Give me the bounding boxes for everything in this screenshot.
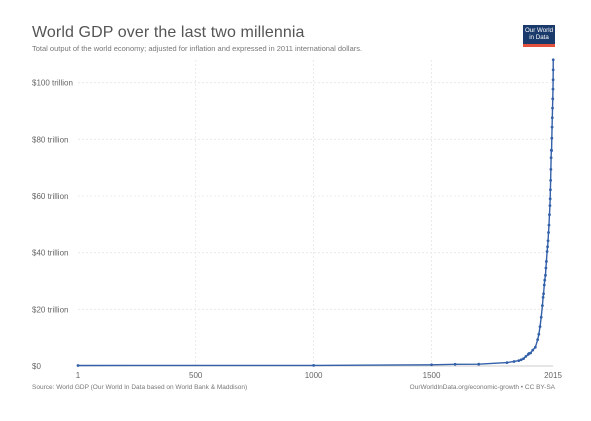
- data-point[interactable]: [505, 361, 509, 364]
- data-point[interactable]: [551, 78, 555, 82]
- data-point[interactable]: [531, 348, 535, 352]
- data-point[interactable]: [522, 357, 525, 361]
- data-point[interactable]: [545, 250, 549, 253]
- data-point[interactable]: [551, 87, 555, 91]
- data-points: [76, 58, 555, 367]
- data-point[interactable]: [76, 364, 80, 367]
- data-point[interactable]: [529, 351, 532, 355]
- x-tick-label: 1500: [423, 371, 441, 380]
- grid-lines: [78, 60, 553, 367]
- y-tick-label: $20 trillion: [32, 305, 68, 314]
- chart-subtitle: Total output of the world economy; adjus…: [32, 44, 363, 53]
- logo-line-2: in Data: [529, 34, 549, 41]
- data-point[interactable]: [544, 273, 547, 277]
- data-point[interactable]: [547, 231, 550, 234]
- source-note: Source: World GDP (Our World In Data bas…: [32, 384, 248, 391]
- data-point[interactable]: [549, 156, 553, 160]
- y-tick-label: $100 trillion: [32, 79, 73, 88]
- axis-labels: $0 $20 trillion $40 trillion $60 trillion $8…: [32, 79, 562, 380]
- gdp-series-line[interactable]: [77, 59, 554, 367]
- data-point[interactable]: [537, 332, 541, 336]
- data-point[interactable]: [538, 325, 542, 329]
- data-point[interactable]: [545, 260, 548, 263]
- data-point[interactable]: [548, 213, 551, 217]
- data-point[interactable]: [544, 266, 548, 270]
- data-point[interactable]: [517, 359, 521, 363]
- data-point[interactable]: [542, 283, 546, 287]
- y-tick-label: $0: [32, 362, 41, 371]
- data-point[interactable]: [540, 304, 544, 308]
- data-point[interactable]: [519, 358, 523, 362]
- y-tick-label: $60 trillion: [32, 192, 68, 201]
- data-point[interactable]: [533, 345, 537, 349]
- data-point[interactable]: [549, 188, 552, 192]
- x-tick-label: 2015: [544, 371, 562, 380]
- data-point[interactable]: [546, 245, 549, 249]
- data-point[interactable]: [477, 362, 481, 366]
- x-tick-label: 500: [189, 371, 203, 380]
- data-point[interactable]: [453, 362, 457, 366]
- data-point[interactable]: [546, 239, 550, 243]
- data-point[interactable]: [430, 363, 433, 367]
- data-point[interactable]: [524, 354, 528, 358]
- series-line: [77, 59, 554, 367]
- data-point[interactable]: [551, 97, 555, 101]
- data-point[interactable]: [550, 149, 553, 153]
- data-point[interactable]: [549, 167, 553, 171]
- data-point[interactable]: [551, 58, 555, 62]
- data-point[interactable]: [547, 223, 551, 227]
- chart-title: World GDP over the last two millennia: [32, 24, 305, 41]
- x-tick-label: 1: [76, 371, 81, 380]
- data-point[interactable]: [548, 204, 552, 208]
- data-point[interactable]: [312, 364, 316, 367]
- data-point[interactable]: [550, 116, 554, 120]
- data-point[interactable]: [551, 106, 554, 110]
- logo-line-1: Our World: [524, 27, 554, 34]
- data-point[interactable]: [536, 338, 540, 342]
- data-point[interactable]: [541, 296, 545, 299]
- license-link[interactable]: OurWorldInData.org/economic-growth • CC …: [409, 384, 555, 391]
- data-point[interactable]: [548, 197, 552, 201]
- our-world-in-data-logo[interactable]: Our World in Data: [523, 25, 555, 47]
- data-point[interactable]: [549, 179, 553, 182]
- y-tick-label: $40 trillion: [32, 249, 68, 258]
- x-tick-label: 1000: [305, 371, 323, 380]
- y-tick-label: $80 trillion: [32, 135, 68, 144]
- data-point[interactable]: [543, 278, 547, 282]
- data-point[interactable]: [550, 125, 554, 129]
- data-point[interactable]: [550, 136, 554, 140]
- data-point[interactable]: [551, 68, 555, 72]
- data-point[interactable]: [512, 360, 516, 363]
- data-point[interactable]: [539, 315, 543, 319]
- data-point[interactable]: [542, 292, 545, 296]
